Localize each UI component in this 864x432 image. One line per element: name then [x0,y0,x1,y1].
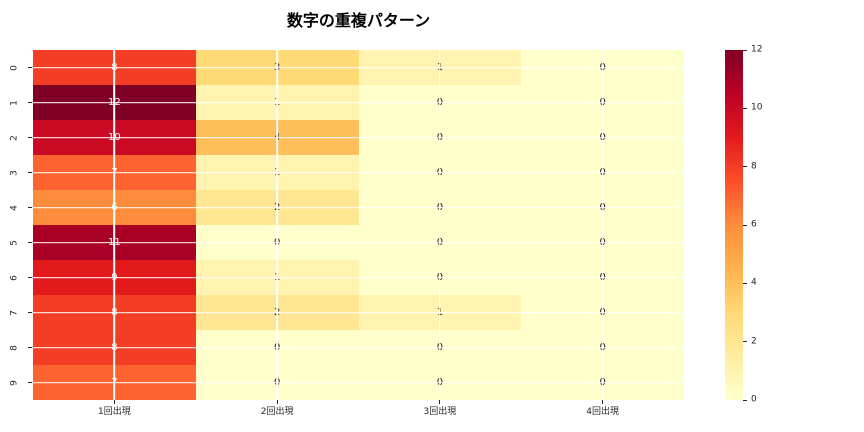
colorbar-tick-mark [743,49,747,51]
gridline-horizontal [33,66,684,69]
gridline-horizontal [33,346,684,349]
x-tick-label-1: 1回出現 [98,407,131,417]
gridline-horizontal [33,136,684,139]
colorbar-tick-label-2: 2 [751,336,757,347]
x-tick-mark [602,400,604,404]
colorbar-tick-mark [743,224,747,226]
chart-title: 数字の重複パターン [286,11,431,30]
colorbar-tick-label-6: 6 [751,219,757,230]
y-tick-mark [28,242,32,243]
colorbar-tick-mark [743,166,747,168]
x-tick-label-4: 4回出現 [586,407,619,417]
y-tick-label-8: 8 [9,344,20,351]
heatmap-plot-area: 8310121001040071006200110009100821080007… [33,50,684,400]
y-tick-mark [28,347,32,348]
y-tick-label-5: 5 [9,239,20,246]
colorbar-tick-label-8: 8 [751,161,757,172]
colorbar-tick-mark [743,107,747,109]
y-tick-label-3: 3 [9,169,20,176]
y-tick-label-1: 1 [9,99,20,106]
y-tick-mark [28,67,32,68]
y-tick-mark [28,312,32,313]
y-tick-mark [28,137,32,138]
y-tick-mark [28,382,32,383]
y-tick-label-9: 9 [9,379,20,386]
y-tick-label-4: 4 [9,204,20,211]
gridline-horizontal [33,206,684,209]
colorbar [725,50,743,400]
y-tick-mark [28,102,32,103]
y-tick-label-2: 2 [9,134,20,141]
x-tick-label-2: 2回出現 [260,407,294,417]
y-tick-label-7: 7 [9,309,20,316]
x-tick-mark [439,400,441,404]
y-tick-mark [28,172,32,173]
x-tick-label-3: 3回出現 [423,407,457,417]
gridline-horizontal [33,276,684,279]
y-tick-mark [28,277,32,278]
colorbar-tick-label-0: 0 [751,394,757,405]
colorbar-tick-label-4: 4 [751,277,757,288]
gridline-horizontal [33,311,684,314]
colorbar-tick-label-12: 12 [751,44,763,55]
x-tick-mark [276,400,278,404]
gridline-horizontal [33,241,684,244]
gridline-horizontal [33,171,684,174]
y-tick-mark [28,207,32,208]
gridline-vertical [601,50,604,400]
x-tick-mark [113,400,115,404]
y-tick-label-6: 6 [9,274,20,281]
gridline-vertical [276,50,278,400]
colorbar-tick-mark [743,399,747,401]
gridline-vertical [113,50,116,400]
gridline-horizontal [33,381,684,384]
y-tick-label-0: 0 [9,64,20,71]
colorbar-tick-mark [743,282,747,284]
colorbar-tick-label-10: 10 [751,102,763,113]
colorbar-tick-mark [743,341,747,343]
gridline-vertical [439,50,441,400]
gridline-horizontal [33,101,684,104]
